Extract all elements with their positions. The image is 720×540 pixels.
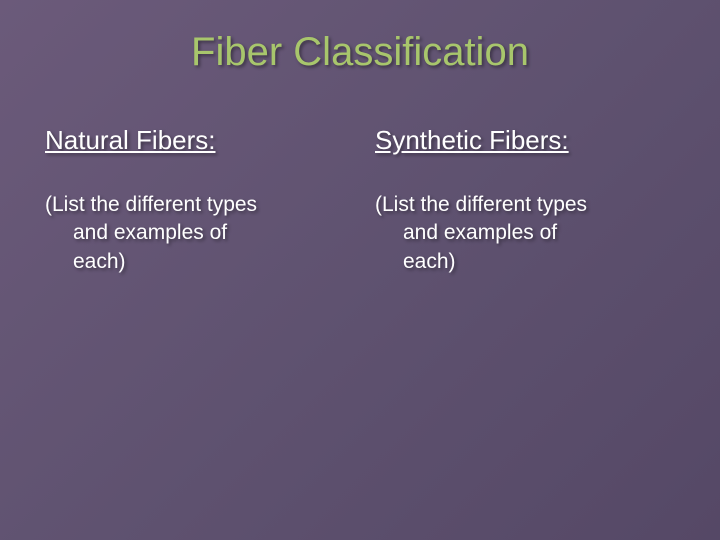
column-body-natural: (List the different types and examples o…	[45, 191, 345, 276]
body-line: (List the different types	[375, 191, 675, 219]
body-line: each)	[45, 248, 345, 276]
column-heading-synthetic: Synthetic Fibers:	[375, 125, 675, 156]
content-columns: Natural Fibers: (List the different type…	[40, 125, 680, 276]
slide-container: Fiber Classification Natural Fibers: (Li…	[0, 0, 720, 540]
body-line: and examples of	[375, 219, 675, 247]
column-left: Natural Fibers: (List the different type…	[45, 125, 345, 276]
column-body-synthetic: (List the different types and examples o…	[375, 191, 675, 276]
body-line: and examples of	[45, 219, 345, 247]
slide-title: Fiber Classification	[40, 30, 680, 75]
column-right: Synthetic Fibers: (List the different ty…	[375, 125, 675, 276]
body-line: each)	[375, 248, 675, 276]
column-heading-natural: Natural Fibers:	[45, 125, 345, 156]
body-line: (List the different types	[45, 191, 345, 219]
